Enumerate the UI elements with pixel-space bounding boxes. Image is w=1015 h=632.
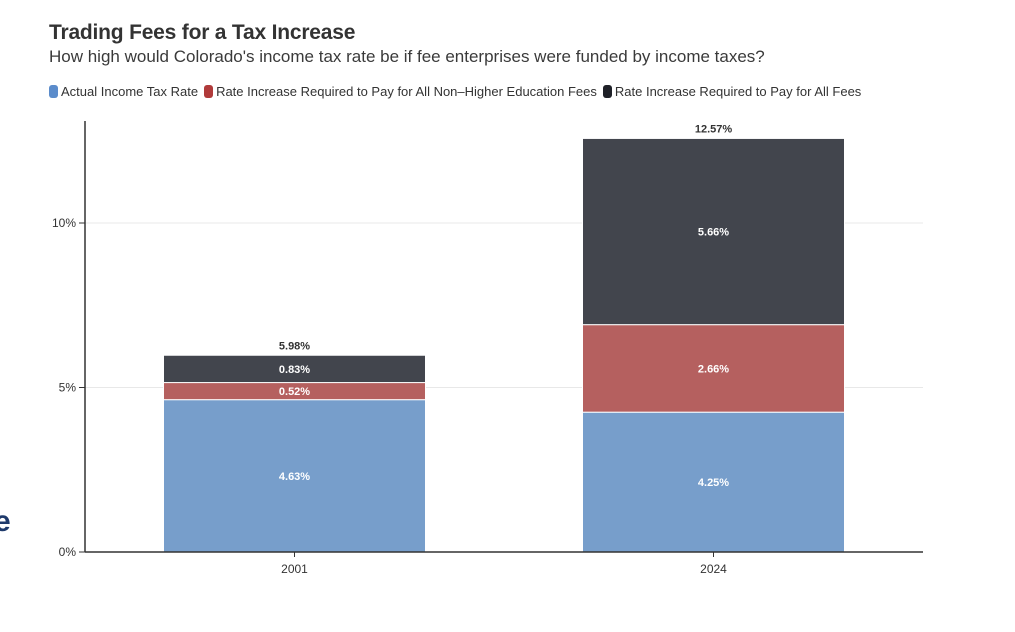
bar-segment-2001-series-0 <box>163 399 426 553</box>
y-tick-label: 0% <box>59 545 77 559</box>
bar-segment-2001-series-2 <box>163 354 426 384</box>
segment-label-2024-series-2: 5.66% <box>698 227 729 239</box>
y-tick-label: 10% <box>52 216 76 230</box>
bar-segment-2024-series-2 <box>582 137 845 326</box>
legend-label-actual-rate: Actual Income Tax Rate <box>61 84 199 99</box>
segment-label-2001-series-1: 0.52% <box>279 386 310 398</box>
legend-swatch-actual-rate <box>49 85 58 98</box>
legend-swatch-all-fees <box>602 85 612 98</box>
axes: 0% 5% 10% 2001 2024 <box>52 121 923 576</box>
total-label-2024: 12.57% <box>695 123 733 135</box>
x-tick-label-2024: 2024 <box>700 562 727 576</box>
total-label-2001: 5.98% <box>279 340 310 352</box>
segment-label-2024-series-0: 4.25% <box>698 477 729 489</box>
legend-label-non-higher-ed-fees: Rate Increase Required to Pay for All No… <box>216 84 597 99</box>
chart-title: Trading Fees for a Tax Increase <box>49 21 356 44</box>
bars <box>163 137 845 553</box>
segment-label-2001-series-2: 0.83% <box>279 364 310 376</box>
segment-label-2024-series-1: 2.66% <box>698 363 729 375</box>
legend: Actual Income Tax Rate Rate Increase Req… <box>49 84 867 99</box>
x-tick-label-2001: 2001 <box>281 562 308 576</box>
legend-swatch-non-higher-ed-fees <box>204 85 214 98</box>
bar-segment-2024-series-0 <box>582 411 845 553</box>
legend-item-all-fees[interactable]: Rate Increase Required to Pay for All Fe… <box>602 84 862 99</box>
legend-item-actual-rate[interactable]: Actual Income Tax Rate <box>49 84 198 99</box>
y-tick-label: 5% <box>59 380 77 394</box>
chart-subtitle: How high would Colorado's income tax rat… <box>49 47 765 66</box>
data-labels: 4.63% 0.52% 0.83% 5.98% 4.25% 2.66% 5.66% 12.57… <box>279 123 732 489</box>
cropped-edge-text: e <box>0 505 11 538</box>
legend-item-non-higher-ed-fees[interactable]: Rate Increase Required to Pay for All No… <box>204 84 597 99</box>
bar-segment-2024-series-1 <box>582 324 845 413</box>
legend-label-all-fees: Rate Increase Required to Pay for All Fe… <box>614 84 862 99</box>
segment-label-2001-series-0: 4.63% <box>279 471 310 483</box>
